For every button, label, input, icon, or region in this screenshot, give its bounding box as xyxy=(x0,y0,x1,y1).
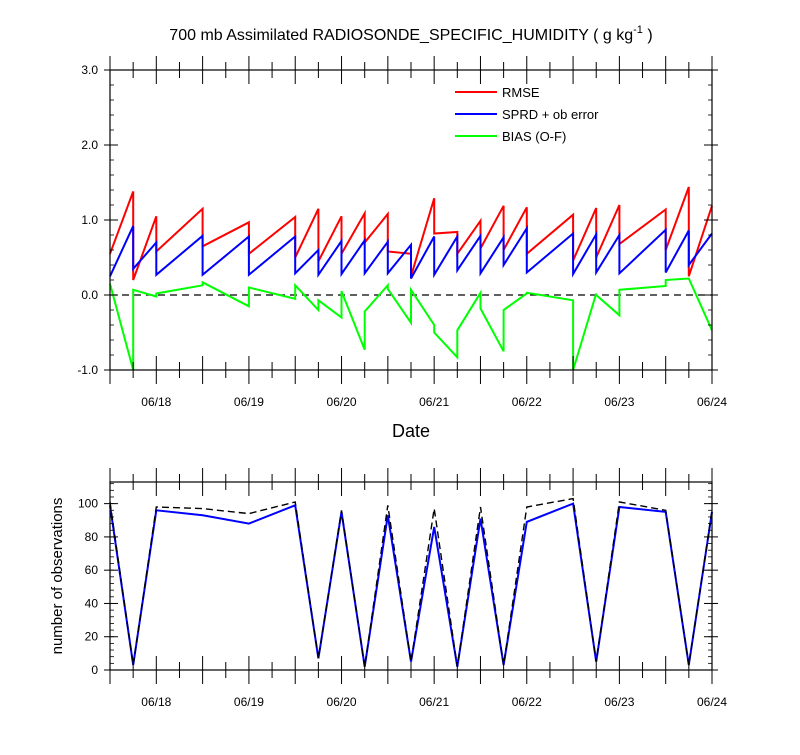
legend-label: SPRD + ob error xyxy=(502,107,599,122)
y-tick-label: 2.0 xyxy=(81,138,98,152)
legend-label: BIAS (O-F) xyxy=(502,129,566,144)
observations-axis-ticks: 0 20 40 60 80 100 06/18 06/19 06/20 06/21 06/22 06/… xyxy=(78,468,727,709)
x-axis-label: Date xyxy=(392,421,430,441)
x-tick-label: 06/19 xyxy=(234,395,264,409)
legend: RMSE SPRD + ob error BIAS (O-F) xyxy=(455,85,599,144)
observations-plot-frame xyxy=(109,481,713,671)
y-tick-label: 1.0 xyxy=(81,213,98,227)
y-tick-label: 40 xyxy=(85,596,99,610)
rmse-series-rmse-line xyxy=(109,186,713,281)
y-tick-label: -1.0 xyxy=(77,363,98,377)
legend-label: RMSE xyxy=(502,85,540,100)
rmse-plot-area xyxy=(109,186,713,371)
y-tick-label: 20 xyxy=(85,630,99,644)
x-tick-label: 06/21 xyxy=(419,395,449,409)
title-units-superscript: -1 xyxy=(633,24,643,36)
x-tick-label: 06/19 xyxy=(234,695,264,709)
obs-series-used-line xyxy=(109,502,713,667)
x-tick-label: 06/18 xyxy=(141,695,171,709)
y-tick-label: 100 xyxy=(78,497,98,511)
y-tick-label: 0.0 xyxy=(81,288,98,302)
obs-series-possible-line xyxy=(109,497,713,667)
y-tick-label: 80 xyxy=(85,530,99,544)
rmse-axis-ticks: -1.0 0.0 1.0 2.0 3.0 06/18 06/19 06/20 06/21 06/2… xyxy=(77,56,727,409)
observations-plot-area xyxy=(109,497,713,667)
x-tick-label: 06/20 xyxy=(327,395,357,409)
chart-title: 700 mb Assimilated RADIOSONDE_SPECIFIC_H… xyxy=(169,24,652,44)
title-close: ) xyxy=(643,27,653,44)
y-tick-label: 60 xyxy=(85,563,99,577)
x-tick-label: 06/22 xyxy=(512,395,542,409)
y-tick-label: 0 xyxy=(91,663,98,677)
y-axis-label-observations: number of observations xyxy=(49,498,66,655)
x-tick-label: 06/23 xyxy=(604,695,634,709)
x-tick-label: 06/20 xyxy=(327,695,357,709)
observations-panel: 0 20 40 60 80 100 06/18 06/19 06/20 06/21 06/22 06/… xyxy=(49,468,727,709)
rmse-panel: 700 mb Assimilated RADIOSONDE_SPECIFIC_H… xyxy=(77,24,727,441)
x-tick-label: 06/23 xyxy=(604,395,634,409)
x-tick-label: 06/21 xyxy=(419,695,449,709)
x-tick-label: 06/24 xyxy=(697,695,727,709)
rmse-series-sprd-ob-error-line xyxy=(109,224,713,279)
x-tick-label: 06/24 xyxy=(697,395,727,409)
rmse-series-bias-o-f-line xyxy=(109,277,713,371)
rmse-plot-frame xyxy=(109,69,713,371)
x-tick-label: 06/18 xyxy=(141,395,171,409)
x-tick-label: 06/22 xyxy=(512,695,542,709)
y-tick-label: 3.0 xyxy=(81,63,98,77)
